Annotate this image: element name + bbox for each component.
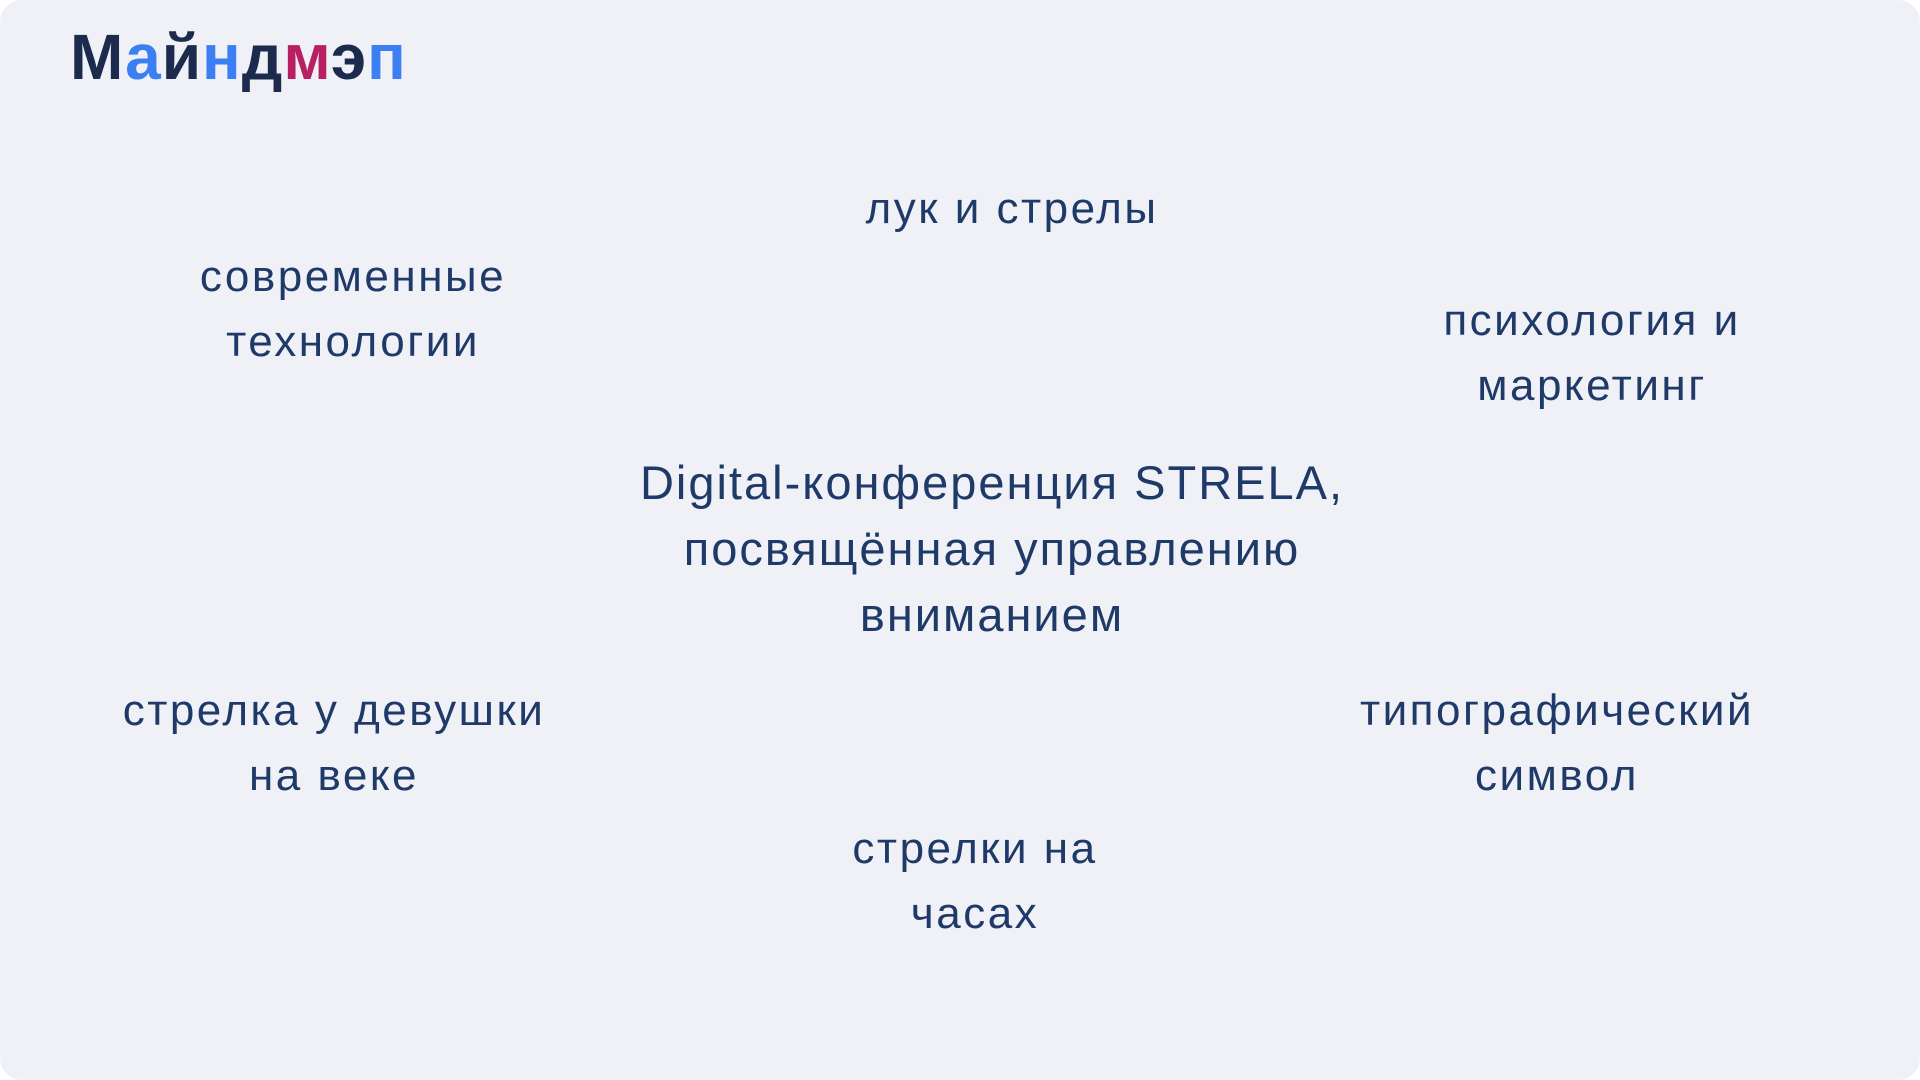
logo-letter: й bbox=[161, 21, 203, 93]
central-topic-node[interactable]: Digital-конференция STRELA, посвящённая … bbox=[639, 456, 1345, 641]
logo-letter: м bbox=[283, 21, 331, 93]
node-girl-eyeliner[interactable]: стрелка у девушки на веке bbox=[122, 686, 546, 801]
app-logo: Майндмэп bbox=[70, 22, 407, 92]
logo-letter: п bbox=[367, 21, 407, 93]
logo-letter: а bbox=[125, 21, 162, 93]
logo-letter: н bbox=[202, 21, 242, 93]
logo-letter: э bbox=[330, 21, 368, 93]
node-modern-technologies[interactable]: современные технологии bbox=[199, 252, 507, 367]
node-bow-and-arrows[interactable]: лук и стрелы bbox=[865, 184, 1159, 233]
node-clock-hands[interactable]: стрелки на часах bbox=[852, 824, 1098, 939]
logo-letter: д bbox=[241, 21, 284, 93]
node-psychology-marketing[interactable]: психология и маркетинг bbox=[1443, 296, 1741, 411]
logo-letter: М bbox=[70, 21, 126, 93]
node-typographic-symbol[interactable]: типографический символ bbox=[1359, 686, 1755, 801]
